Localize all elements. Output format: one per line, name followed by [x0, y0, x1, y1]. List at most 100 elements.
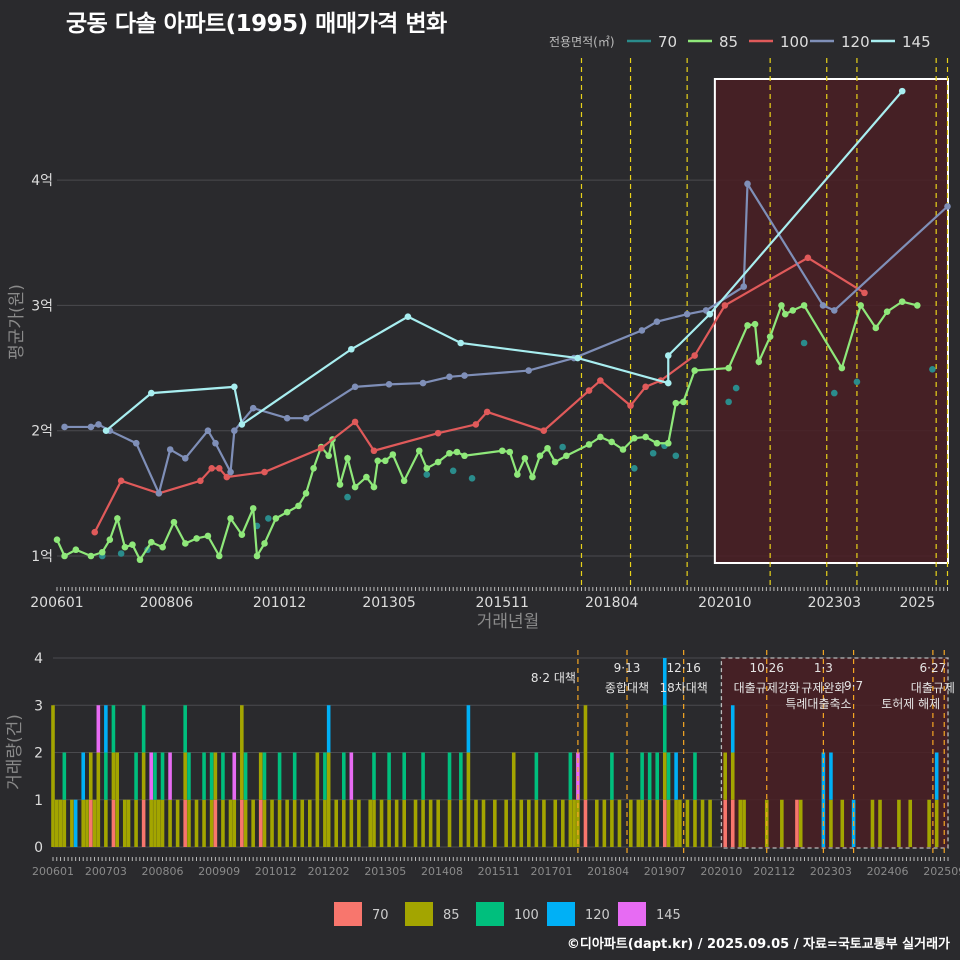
bar-85	[270, 799, 274, 847]
bar-100	[62, 752, 67, 800]
x-tick-label: 200601	[32, 865, 74, 878]
data-point-100	[691, 352, 698, 359]
policy-annotation-date: 9·7	[844, 679, 863, 693]
bar-85	[194, 799, 199, 847]
bar-85	[92, 799, 97, 847]
data-point-85	[755, 358, 763, 366]
data-point-145	[664, 379, 672, 387]
legend-label-145: 145	[902, 33, 931, 51]
bar-85	[111, 752, 116, 800]
data-point-100	[804, 254, 812, 262]
data-point-85	[563, 452, 570, 460]
bar-100	[568, 752, 573, 800]
bar-85	[428, 799, 433, 847]
series-line-145	[105, 90, 904, 432]
bar-85	[51, 705, 55, 847]
bar-85	[387, 799, 391, 847]
bar-85	[511, 752, 516, 847]
x-tick-label: 201701	[530, 865, 572, 878]
bar-100	[202, 752, 206, 800]
data-point-85	[691, 367, 698, 374]
data-point-85	[283, 508, 291, 516]
bar-100	[153, 752, 157, 800]
data-point-85	[521, 454, 529, 462]
data-point-145	[102, 427, 110, 435]
data-point-100	[351, 418, 359, 426]
data-point-85	[585, 441, 593, 448]
x-tick-label: 2025	[899, 595, 935, 611]
data-point-85	[98, 548, 106, 556]
y-tick-label: 4	[34, 651, 43, 667]
bar-100	[243, 752, 248, 800]
bar-100	[421, 752, 425, 800]
data-point-85	[114, 515, 121, 522]
x-tick-label: 200703	[85, 865, 127, 878]
data-point-85	[446, 449, 453, 457]
data-point-85	[72, 546, 80, 554]
source-credit: ©디아파트(dapt.kr) / 2025.09.05 / 자료=국토교통부 실…	[566, 937, 950, 952]
data-point-120	[227, 468, 234, 476]
policy-annotation-date: 1·3	[814, 661, 833, 675]
bar-120	[821, 752, 826, 847]
bar-85	[561, 799, 565, 847]
bar-85	[232, 799, 237, 847]
bar-85	[262, 799, 267, 847]
bar-85	[149, 799, 153, 847]
policy-annotation: 종합대책	[605, 680, 649, 695]
data-point-85	[400, 477, 408, 485]
bar-100	[534, 752, 539, 800]
data-point-100	[370, 447, 378, 455]
data-point-85	[370, 483, 378, 491]
data-point-85	[381, 457, 389, 465]
bar-100	[292, 752, 297, 800]
data-point-145	[706, 310, 714, 318]
policy-annotation-date: 9·13	[614, 661, 641, 675]
bar-85	[379, 799, 384, 847]
data-point-145	[348, 345, 355, 353]
y-axis-title: 거래량(건)	[5, 714, 25, 790]
bar-100	[666, 752, 671, 800]
bar-85	[85, 799, 89, 847]
bar-85	[349, 799, 354, 847]
bar-85	[368, 799, 373, 847]
bar-85	[251, 799, 255, 847]
y-tick-label: 0	[34, 840, 43, 856]
bar-85	[662, 752, 667, 800]
bar-85	[394, 799, 399, 847]
bar-100	[160, 752, 165, 800]
legend-label-70: 70	[372, 908, 389, 923]
data-point-145	[238, 421, 246, 428]
bar-85	[134, 799, 138, 847]
bar-85	[436, 799, 440, 847]
bar-85	[617, 799, 622, 847]
data-point-100	[317, 444, 325, 452]
bar-85	[610, 799, 614, 847]
y-tick-label: 3	[34, 698, 43, 714]
bar-100	[693, 752, 697, 800]
data-point-85	[680, 398, 687, 406]
bar-85	[655, 799, 660, 847]
bar-85	[840, 799, 845, 847]
bar-85	[595, 799, 599, 847]
bar-85	[636, 799, 641, 847]
y-tick-label: 1억	[31, 549, 53, 565]
data-point-85	[61, 552, 68, 560]
bar-100	[111, 705, 116, 753]
x-tick-label: 202509	[923, 865, 960, 878]
x-tick-label: 201305	[362, 595, 415, 611]
bar-120	[662, 658, 667, 706]
bar-85	[878, 799, 882, 847]
bar-70	[141, 799, 146, 847]
x-tick-label: 201511	[478, 865, 520, 878]
bar-85	[187, 799, 191, 847]
data-point-120	[231, 427, 238, 435]
data-point-70	[649, 449, 657, 457]
data-point-85	[344, 454, 351, 462]
data-point-120	[653, 318, 661, 325]
data-point-85	[725, 364, 732, 372]
data-point-100	[472, 421, 480, 428]
bar-70	[730, 799, 735, 847]
legend-swatch-120	[547, 902, 575, 926]
